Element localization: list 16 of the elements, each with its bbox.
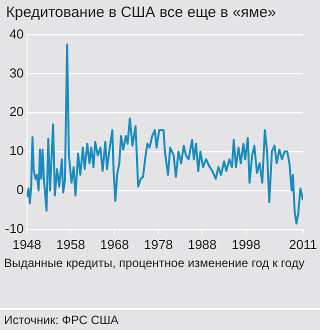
x-tick-label: 1968 [100, 236, 129, 252]
x-tick-label: 1988 [188, 236, 217, 252]
x-tick-label: 1998 [232, 236, 260, 252]
x-tick-label: 1958 [56, 236, 86, 252]
y-tick-label: 30 [9, 65, 24, 80]
x-axis-title: Выданные кредиты, процентное изменение год к году [4, 256, 304, 270]
x-tick-label: 1948 [12, 236, 42, 252]
y-tick-label: 0 [16, 182, 24, 198]
x-tick-label: 2011 [289, 236, 318, 252]
x-tick-label: 1978 [144, 236, 173, 252]
y-tick-label: -10 [4, 220, 24, 236]
chart-title: Кредитование в США все еще в «яме» [6, 4, 276, 21]
y-tick-label: 40 [9, 26, 24, 42]
text: Источник: ФРС США [4, 313, 119, 327]
y-tick-label: 10 [9, 143, 24, 158]
y-tick-label: 20 [9, 104, 24, 120]
